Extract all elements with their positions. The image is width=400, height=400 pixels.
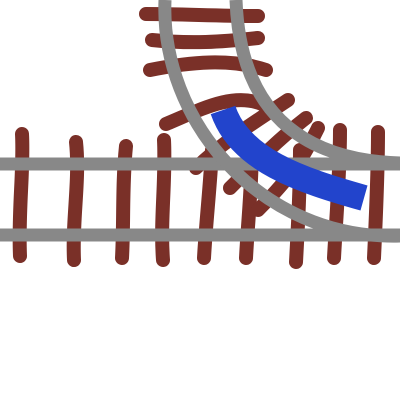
curved-tie [139,7,265,23]
selected-route[interactable] [210,105,368,211]
rails [0,0,400,243]
straight-tie [155,133,172,267]
curved-tie [159,93,269,131]
straight-tie [367,125,385,265]
curved-rail-inner [229,0,400,170]
curved-rail-outer [158,0,400,243]
straight-tie [66,135,85,267]
